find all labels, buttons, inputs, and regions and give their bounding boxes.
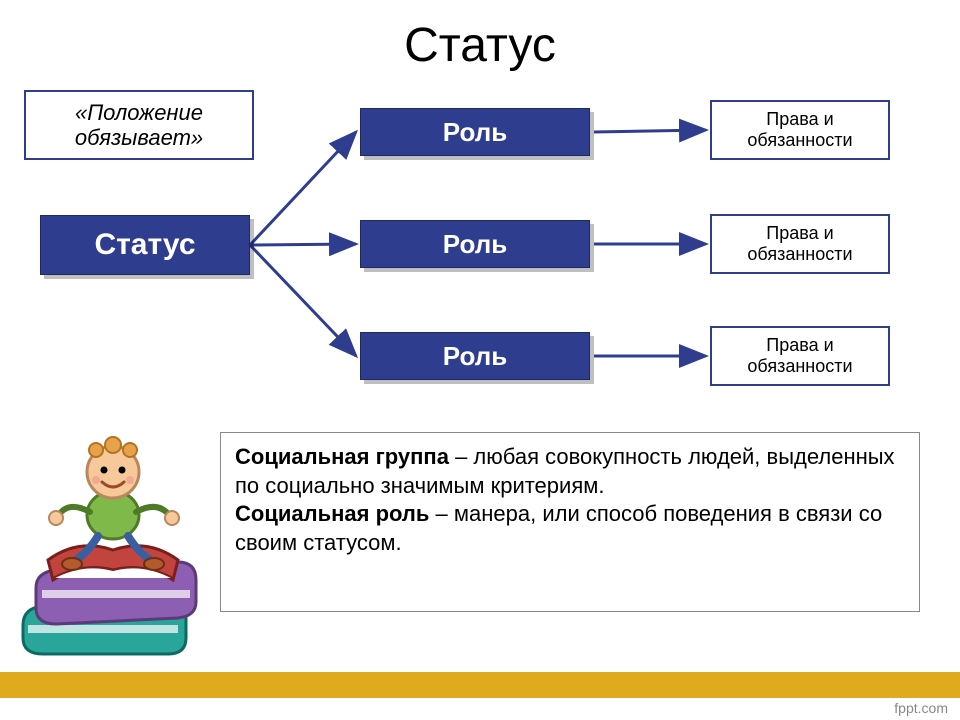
watermark: fppt.com bbox=[894, 700, 948, 716]
status-label: Статус bbox=[94, 228, 195, 262]
term-2: Социальная роль bbox=[235, 501, 429, 526]
kid-on-books-illustration bbox=[18, 420, 218, 660]
rights-box: Права и обязанности bbox=[710, 326, 890, 386]
role-node: Роль bbox=[360, 220, 590, 268]
status-node: Статус bbox=[40, 215, 250, 275]
definition-1: Социальная группа – любая совокупность л… bbox=[235, 443, 905, 500]
page-title: Статус bbox=[0, 18, 960, 73]
role-node: Роль bbox=[360, 332, 590, 380]
slide-stage: Статус «Положение обязывает» Статус Роль… bbox=[0, 0, 960, 720]
rights-box: Права и обязанности bbox=[710, 214, 890, 274]
definitions-box: Социальная группа – любая совокупность л… bbox=[220, 432, 920, 612]
role-label: Роль bbox=[443, 117, 507, 148]
role-label: Роль bbox=[443, 229, 507, 260]
bottom-accent-bar bbox=[0, 672, 960, 698]
rights-label: Права и обязанности bbox=[712, 109, 888, 150]
role-node: Роль bbox=[360, 108, 590, 156]
role-label: Роль bbox=[443, 341, 507, 372]
rights-box: Права и обязанности bbox=[710, 100, 890, 160]
term-1: Социальная группа bbox=[235, 444, 449, 469]
definition-2: Социальная роль – манера, или способ пов… bbox=[235, 500, 905, 557]
rights-label: Права и обязанности bbox=[712, 223, 888, 264]
quote-box: «Положение обязывает» bbox=[24, 90, 254, 160]
rights-label: Права и обязанности bbox=[712, 335, 888, 376]
